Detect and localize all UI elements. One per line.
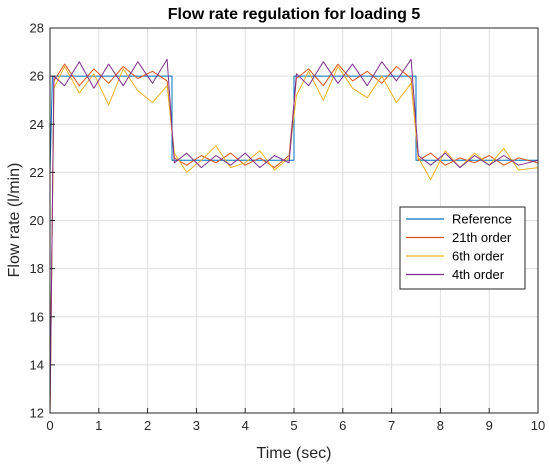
y-tick-label: 26 (30, 69, 44, 84)
x-tick-label: 2 (144, 418, 151, 433)
legend-label-0: Reference (452, 212, 512, 227)
x-tick-label: 7 (388, 418, 395, 433)
series-layer (49, 58, 539, 414)
legend-label-2: 6th order (452, 249, 505, 264)
y-tick-label: 16 (30, 309, 44, 324)
y-tick-label: 20 (30, 213, 44, 228)
y-tick-label: 18 (30, 261, 44, 276)
x-tick-label: 3 (193, 418, 200, 433)
x-tick-label: 6 (339, 418, 346, 433)
legend-label-3: 4th order (452, 267, 505, 282)
y-tick-label: 12 (30, 406, 44, 421)
y-tick-label: 22 (30, 165, 44, 180)
legend-label-1: 21th order (452, 230, 512, 245)
chart-title: Flow rate regulation for loading 5 (168, 6, 421, 23)
y-axis-ticks: 12 14 16 18 20 22 24 26 28 (30, 21, 55, 421)
x-tick-label: 10 (531, 418, 545, 433)
x-tick-label: 0 (46, 418, 53, 433)
series-line-3 (49, 58, 539, 414)
x-axis-label: Time (sec) (257, 445, 332, 462)
x-tick-label: 9 (486, 418, 493, 433)
x-tick-label: 5 (290, 418, 297, 433)
legend-box (399, 206, 526, 290)
y-tick-label: 14 (30, 357, 44, 372)
y-axis-label: Flow rate (l/min) (6, 163, 23, 278)
y-tick-label: 24 (30, 117, 44, 132)
legend: Reference 21th order 6th order 4th order (399, 206, 526, 290)
x-tick-label: 1 (95, 418, 102, 433)
x-tick-label: 8 (437, 418, 444, 433)
x-axis-ticks: 0 1 2 3 4 5 6 7 8 9 10 (46, 408, 545, 433)
y-tick-label: 28 (30, 21, 44, 36)
x-tick-label: 4 (242, 418, 249, 433)
